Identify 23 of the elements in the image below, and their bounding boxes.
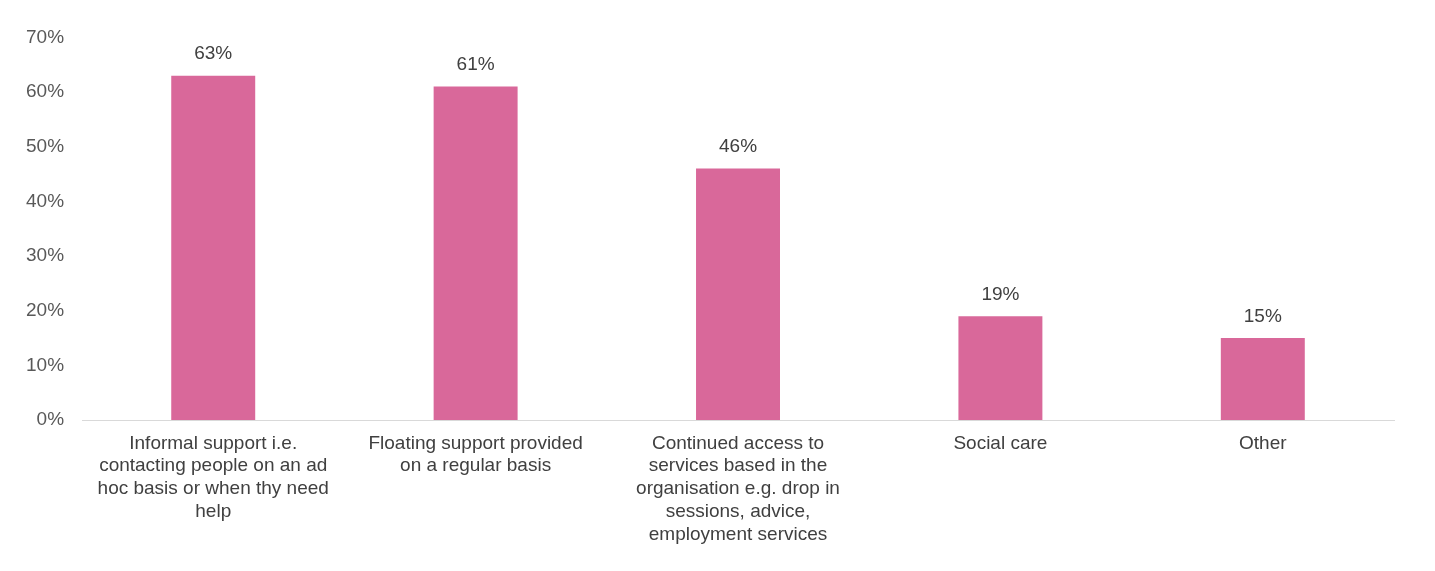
data-label: 15% <box>1243 304 1282 326</box>
data-label: 63% <box>194 42 233 64</box>
y-tick-label: 50% <box>26 134 65 156</box>
y-tick-label: 20% <box>26 298 65 320</box>
bar <box>171 75 256 420</box>
x-tick-label: Continued access to services based in the organisation e.g. drop in sessions, advice, employment services <box>636 431 840 544</box>
y-tick-label: 70% <box>26 25 65 47</box>
x-tick-label: Social care <box>953 431 1048 453</box>
y-tick-label: 30% <box>26 244 65 266</box>
x-tick-label: Informal support i.e. contacting people on an ad hoc basis or when thy need help <box>97 431 329 522</box>
y-tick-label: 40% <box>26 189 65 211</box>
bar <box>696 168 780 420</box>
y-tick-label: 0% <box>36 408 65 430</box>
x-tick-label: Floating support provided on a regular basis <box>368 431 583 476</box>
bar <box>958 316 1043 420</box>
x-tick-label: Other <box>1239 431 1288 453</box>
bar <box>1220 338 1305 420</box>
bar <box>433 86 518 420</box>
data-label: 19% <box>981 282 1020 304</box>
data-label: 46% <box>719 135 758 157</box>
data-label: 61% <box>456 53 495 75</box>
y-tick-label: 10% <box>26 353 65 375</box>
y-tick-label: 60% <box>26 80 65 102</box>
